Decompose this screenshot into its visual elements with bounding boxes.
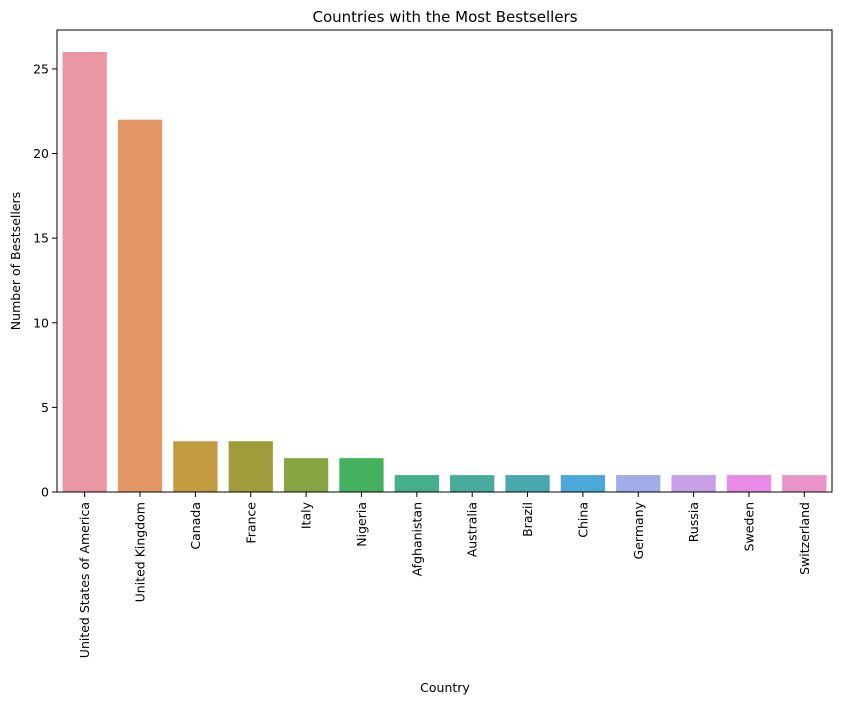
bar xyxy=(117,119,163,492)
bar xyxy=(62,52,107,492)
x-tick-label: Canada xyxy=(188,502,203,550)
x-tick-label: Russia xyxy=(686,502,701,542)
chart-title: Countries with the Most Bestsellers xyxy=(312,8,577,26)
y-axis: 0 5 10 15 20 25 xyxy=(33,61,57,500)
x-tick-label: Italy xyxy=(299,501,314,529)
bar xyxy=(671,475,716,492)
bar xyxy=(505,475,550,492)
bar xyxy=(726,475,772,492)
y-tick-label: 0 xyxy=(41,485,49,500)
bar xyxy=(782,475,827,492)
x-tick-label: Afghanistan xyxy=(409,502,424,576)
y-tick-label: 10 xyxy=(33,315,49,330)
x-tick-label: Brazil xyxy=(520,502,535,537)
x-tick-label: United Kingdom xyxy=(133,502,148,602)
bar xyxy=(450,475,495,492)
y-tick-label: 15 xyxy=(33,231,49,246)
y-axis-label: Number of Bestsellers xyxy=(8,192,23,330)
x-tick-label: Australia xyxy=(465,502,480,557)
x-axis: United States of America United Kingdom Ca… xyxy=(77,492,812,658)
x-tick-label: United States of America xyxy=(77,502,92,658)
y-tick-label: 25 xyxy=(33,61,49,76)
y-tick-label: 5 xyxy=(41,400,49,415)
bar xyxy=(560,475,606,492)
bar xyxy=(283,458,329,492)
bar xyxy=(339,458,384,492)
x-tick-label: Nigeria xyxy=(354,502,369,547)
x-tick-label: China xyxy=(575,502,590,538)
x-axis-label: Country xyxy=(420,680,470,695)
bar xyxy=(394,475,439,492)
y-tick-label: 20 xyxy=(33,146,49,161)
bar xyxy=(616,475,661,492)
plot-frame xyxy=(56,29,833,493)
bar xyxy=(228,441,273,492)
x-tick-label: Germany xyxy=(631,501,646,559)
bars-group xyxy=(62,52,827,492)
x-tick-label: Sweden xyxy=(741,502,756,551)
x-tick-label: France xyxy=(243,502,258,544)
bar xyxy=(173,441,218,492)
x-tick-label: Switzerland xyxy=(797,502,812,575)
